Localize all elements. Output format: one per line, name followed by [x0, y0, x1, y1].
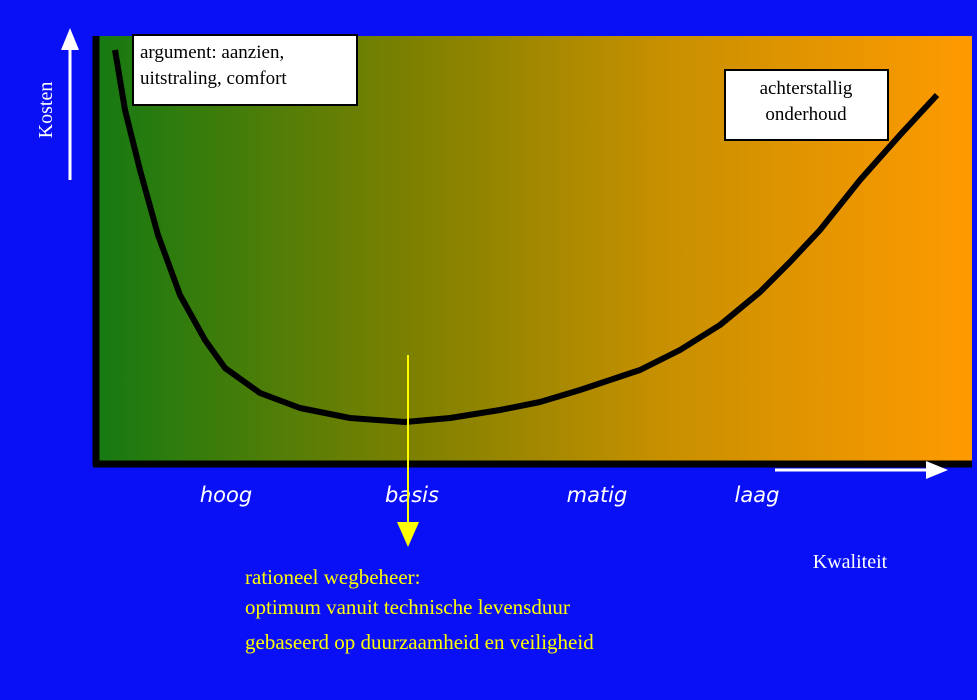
category-label: hoog: [200, 483, 252, 507]
note-text: gebaseerd op duurzaamheid en veiligheid: [245, 630, 594, 654]
annotation-text: uitstraling, comfort: [140, 68, 287, 89]
category-label: matig: [567, 483, 628, 507]
annotation-text: argument: aanzien,: [140, 42, 284, 63]
annotation-text: onderhoud: [765, 104, 847, 125]
category-label: laag: [735, 483, 780, 507]
cost-curve: [112, 49, 940, 425]
y-arrowhead: [61, 28, 79, 50]
annotation-text: achterstallig: [760, 78, 853, 99]
note-text: optimum vanuit technische levensduur: [245, 595, 570, 619]
annotation-box: [724, 69, 889, 141]
y-axis-label: Kosten: [35, 82, 57, 139]
annotation-box: [132, 34, 358, 106]
x-axis-label: Kwaliteit: [813, 551, 888, 573]
note-text: rationeel wegbeheer:: [245, 565, 421, 589]
category-label: basis: [385, 483, 439, 507]
optimum-arrowhead: [397, 522, 419, 547]
x-arrowhead: [926, 461, 948, 479]
